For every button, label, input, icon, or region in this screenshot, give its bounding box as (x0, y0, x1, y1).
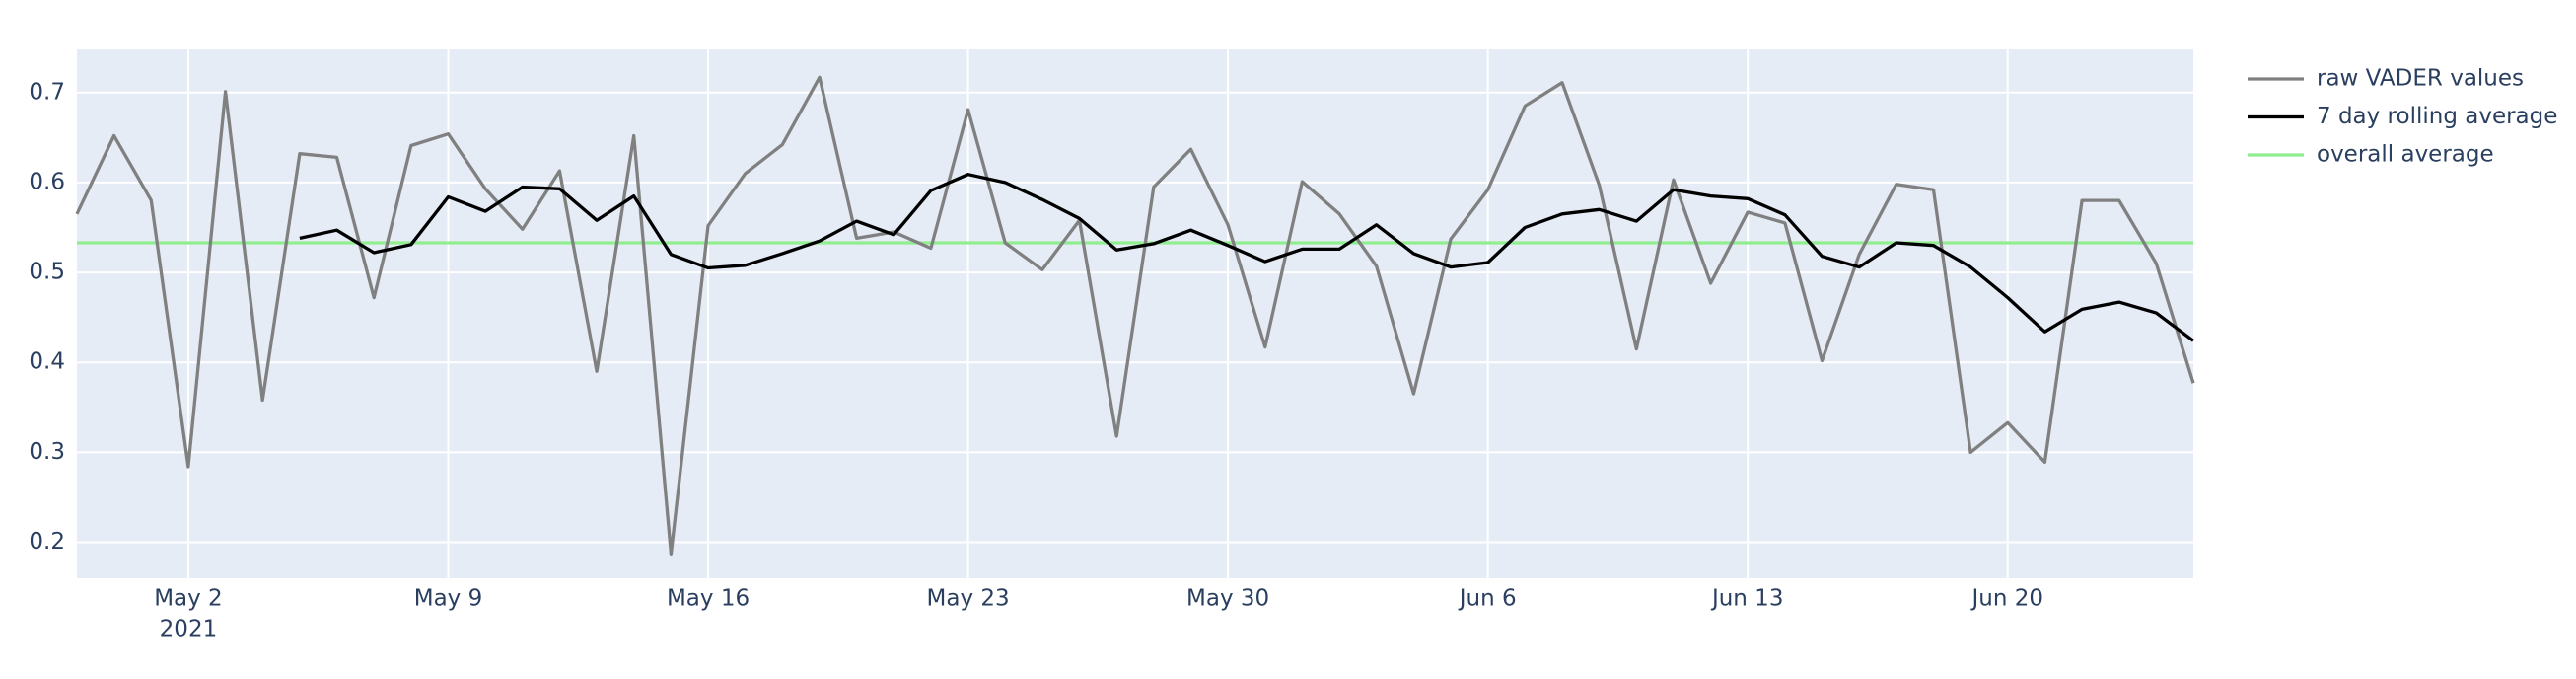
y-tick-label: 0.6 (29, 169, 65, 194)
x-tick-label: May 2 (154, 586, 223, 612)
x-tick-label: Jun 20 (1969, 586, 2043, 612)
legend-label: 7 day rolling average (2317, 104, 2557, 129)
legend-label: overall average (2317, 142, 2494, 168)
y-tick-label: 0.7 (29, 79, 65, 105)
x-tick-label: May 23 (927, 586, 1010, 612)
x-year-label: 2021 (160, 617, 218, 642)
x-tick-label: Jun 13 (1710, 586, 1784, 612)
legend-label: raw VADER values (2317, 66, 2524, 92)
y-tick-label: 0.4 (29, 349, 65, 375)
y-tick-label: 0.3 (29, 439, 65, 465)
series-line (299, 173, 2194, 342)
y-tick-label: 0.2 (29, 529, 65, 555)
x-tick-label: Jun 6 (1458, 586, 1517, 612)
x-tick-label: May 9 (414, 586, 483, 612)
x-tick-label: May 16 (667, 586, 750, 612)
y-tick-label: 0.5 (29, 260, 65, 285)
x-tick-label: May 30 (1186, 586, 1269, 612)
series-line (75, 75, 2195, 557)
